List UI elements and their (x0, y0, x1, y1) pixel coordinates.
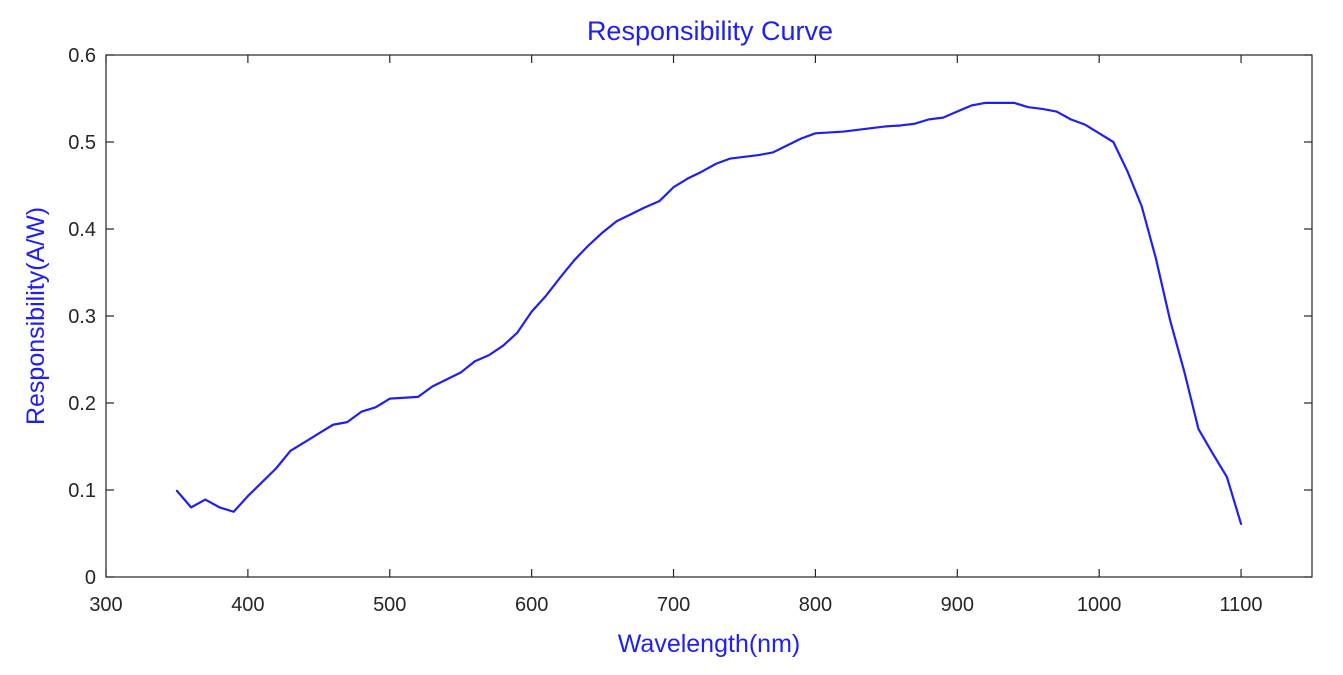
responsibility-line (175, 101, 1243, 526)
chart-title: Responsibility Curve (587, 16, 833, 46)
y-tick-label: 0.3 (68, 306, 96, 328)
y-tick-label: 0 (85, 567, 96, 589)
y-axis-label: Responsibility(A/W) (22, 207, 50, 425)
x-tick-label: 300 (89, 594, 122, 616)
plot-area (105, 54, 1313, 578)
y-tick-label: 0.2 (68, 393, 96, 415)
y-tick-label: 0.1 (68, 480, 96, 502)
x-tick-label: 700 (657, 594, 690, 616)
x-tick-label: 600 (515, 594, 548, 616)
y-tick-label: 0.4 (68, 219, 96, 241)
x-tick-label: 900 (941, 594, 974, 616)
x-tick-label: 400 (231, 594, 264, 616)
y-tick-label: 0.5 (68, 132, 96, 154)
x-tick-label: 1000 (1077, 594, 1122, 616)
x-tick-label: 500 (373, 594, 406, 616)
x-axis-label: Wavelength(nm) (618, 630, 800, 658)
y-axis-ticks: 0 0.1 0.2 0.3 0.4 0.5 0.6 (68, 45, 1312, 589)
x-tick-label: 1100 (1220, 594, 1263, 616)
x-axis-ticks: 300 400 500 600 700 800 900 1000 1100 (89, 55, 1263, 616)
y-tick-label: 0.6 (68, 45, 96, 67)
x-tick-label: 800 (799, 594, 832, 616)
